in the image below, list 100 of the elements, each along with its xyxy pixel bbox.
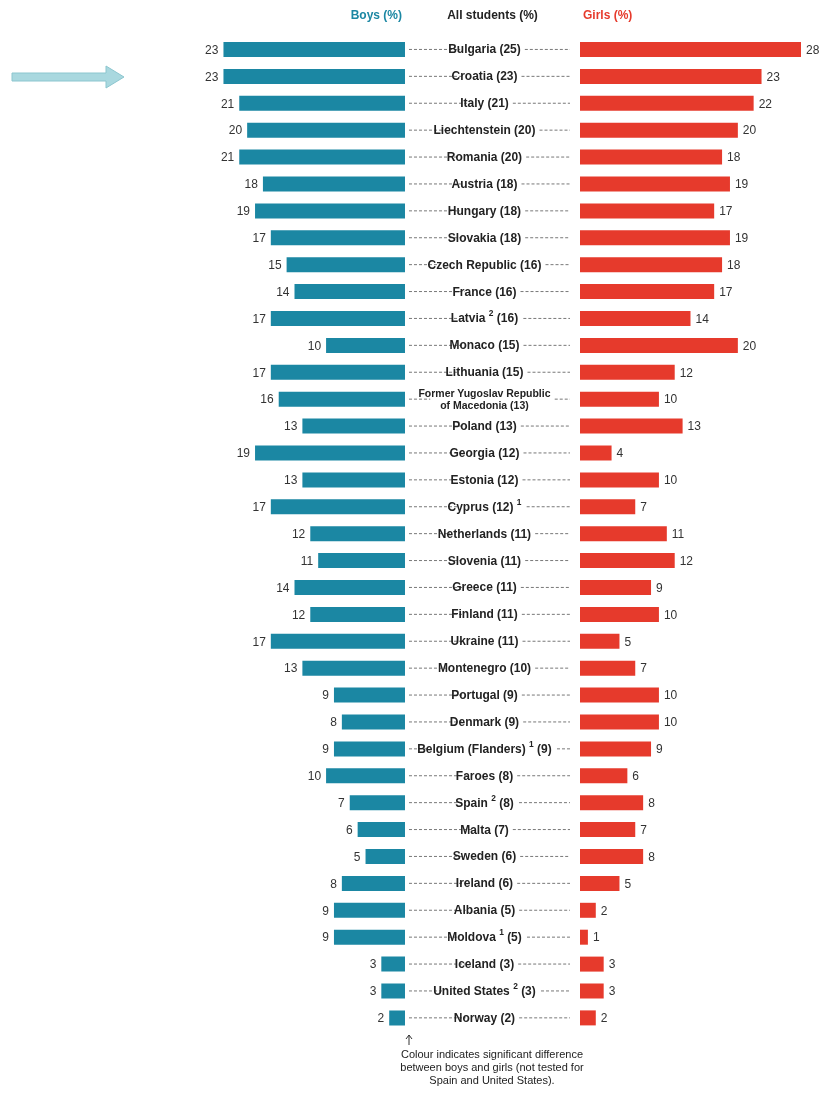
- y-tick-label: Croatia (23): [451, 68, 518, 83]
- bar: [580, 606, 659, 622]
- y-tick-label: Hungary (18): [447, 203, 522, 218]
- y-tick-label: Moldova $^{1}$ (5): [447, 926, 522, 944]
- bar: [333, 687, 405, 703]
- bar: [580, 256, 723, 272]
- data-label: 9: [322, 903, 330, 918]
- bar: [310, 525, 405, 541]
- data-label: 5: [624, 634, 632, 649]
- bar: [580, 929, 588, 945]
- y-tick-label: Sweden (6): [452, 848, 517, 863]
- y-tick-label: Lithuania (15): [445, 364, 524, 379]
- y-tick-label: Ireland (6): [455, 875, 514, 890]
- series-label: Girls (%): [583, 8, 633, 22]
- data-label: 5: [353, 849, 361, 864]
- bar: [580, 176, 730, 191]
- bar: [262, 176, 405, 191]
- bar: [580, 525, 667, 541]
- bar: [247, 122, 405, 138]
- bar: [381, 956, 405, 972]
- data-label: 8: [648, 849, 656, 864]
- bar: [580, 68, 762, 84]
- bar: [223, 68, 405, 84]
- bar: [381, 983, 405, 998]
- bar: [580, 337, 738, 353]
- data-label: 17: [719, 203, 733, 218]
- data-label: 3: [608, 956, 616, 971]
- data-label: 11: [300, 553, 314, 568]
- data-label: 10: [307, 338, 322, 353]
- bar: [270, 310, 405, 326]
- text: Colour indicates significant difference between boys and girls (not tested for Spain and United States).: [399, 1048, 585, 1088]
- bar: [580, 767, 628, 783]
- bar: [580, 471, 659, 487]
- bar: [333, 902, 405, 918]
- y-tick-label: Denmark (9): [449, 714, 520, 729]
- bar: [580, 41, 801, 57]
- y-tick-label: Former Yugoslav Republic of Macedonia (13): [418, 387, 551, 410]
- data-label: 1: [592, 929, 600, 944]
- y-tick-label: Belgium (Flanders) $^{1}$ (9): [417, 738, 552, 756]
- y-tick-label: Iceland (3): [454, 956, 515, 971]
- bar: [580, 498, 636, 514]
- bar: [580, 95, 754, 111]
- data-label: 3: [369, 983, 377, 998]
- bar: [580, 956, 604, 972]
- y-tick-label: Bulgaria (25): [448, 41, 521, 56]
- y-axis-title: All students (%): [446, 8, 539, 22]
- y-tick-label: France (16): [452, 284, 517, 299]
- data-label: 19: [734, 176, 749, 191]
- y-tick-label: Slovakia (18): [447, 230, 522, 245]
- y-tick-label: Ukraine (11): [450, 633, 519, 648]
- data-label: 9: [322, 687, 330, 702]
- data-label: 13: [284, 472, 298, 487]
- bar: [270, 229, 405, 245]
- data-label: 5: [624, 876, 632, 891]
- data-label: 19: [734, 230, 749, 245]
- y-tick-label: Malta (7): [460, 822, 509, 837]
- bar: [580, 902, 596, 918]
- data-label: 3: [608, 983, 616, 998]
- y-tick-label: Greece (11): [452, 579, 517, 594]
- data-label: 6: [345, 822, 353, 837]
- data-label: 23: [205, 42, 219, 57]
- bar: [318, 552, 405, 568]
- data-label: 12: [291, 526, 306, 541]
- y-tick-label: Portugal (9): [451, 687, 518, 702]
- data-label: 10: [663, 391, 678, 406]
- bar: [349, 794, 405, 810]
- bar: [310, 606, 405, 622]
- data-label: 14: [276, 580, 290, 595]
- data-label: 8: [330, 876, 338, 891]
- data-label: 17: [252, 634, 267, 649]
- y-tick-label: Czech Republic (16): [427, 257, 542, 272]
- bar: [580, 364, 675, 380]
- data-label: 10: [663, 714, 678, 729]
- bar: [580, 983, 604, 998]
- data-label: 8: [330, 714, 338, 729]
- bar: [294, 283, 405, 299]
- bar: [580, 794, 644, 810]
- bar: [341, 714, 405, 729]
- data-label: 8: [648, 795, 656, 810]
- data-label: 7: [338, 795, 346, 810]
- y-tick-label: Monaco (15): [449, 337, 520, 352]
- data-label: 12: [679, 365, 694, 380]
- y-tick-label: Slovenia (11): [447, 553, 522, 568]
- data-label: 18: [727, 149, 741, 164]
- bar: [580, 229, 730, 245]
- data-label: 12: [291, 607, 306, 622]
- bar: [239, 149, 405, 165]
- bar: [580, 283, 715, 299]
- data-label: 12: [679, 553, 694, 568]
- bar: [270, 633, 405, 649]
- data-label: 15: [268, 257, 282, 272]
- bar: [580, 122, 738, 138]
- bar: [278, 391, 405, 407]
- bar: [580, 1009, 596, 1025]
- y-tick-label: Estonia (12): [450, 472, 519, 487]
- data-label: 18: [244, 176, 259, 191]
- data-label: 9: [656, 580, 664, 595]
- bar: [223, 41, 405, 57]
- bar: [270, 364, 405, 380]
- y-tick-label: Italy (21): [460, 95, 509, 110]
